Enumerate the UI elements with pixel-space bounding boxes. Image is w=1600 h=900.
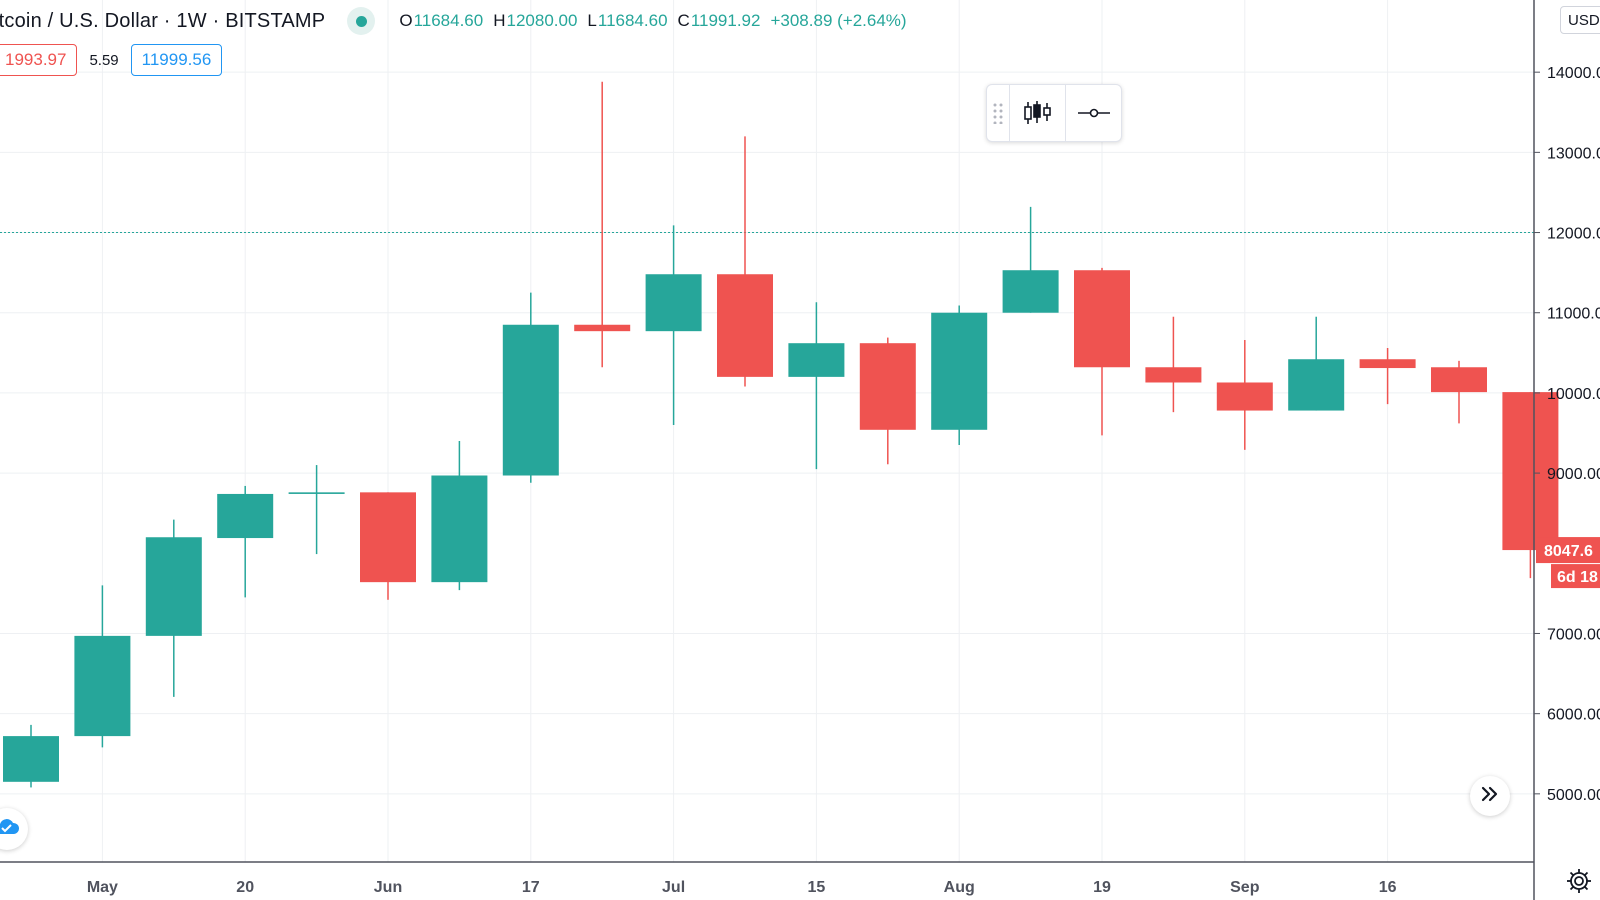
candle[interactable] bbox=[217, 485, 274, 598]
double-chevron-right-icon bbox=[1480, 785, 1500, 808]
candle[interactable] bbox=[1359, 348, 1416, 405]
candle[interactable] bbox=[360, 492, 416, 600]
symbol-title[interactable]: itcoin / U.S. Dollar · 1W · BITSTAMP bbox=[0, 9, 326, 32]
y-tick-label: 12000.0 bbox=[1547, 226, 1600, 243]
candle-body bbox=[145, 537, 202, 636]
candle-body bbox=[1359, 359, 1416, 369]
y-tick-label: 10000.0 bbox=[1547, 386, 1600, 403]
candle-body bbox=[3, 736, 59, 782]
candle[interactable] bbox=[645, 225, 702, 425]
x-tick-label: 16 bbox=[1379, 879, 1397, 896]
candlestick-style-icon[interactable] bbox=[1010, 85, 1065, 141]
drag-handle-icon[interactable] bbox=[987, 85, 1010, 141]
candle[interactable] bbox=[1288, 316, 1345, 411]
candle-body bbox=[1431, 367, 1487, 393]
candle[interactable] bbox=[1002, 206, 1059, 313]
candle[interactable] bbox=[288, 465, 345, 555]
floating-toolbar bbox=[986, 84, 1122, 142]
candle[interactable] bbox=[145, 519, 202, 697]
candle-body bbox=[288, 492, 345, 494]
last-price-marker: 8047.6 6d 18 bbox=[1536, 537, 1600, 589]
countdown-box bbox=[1551, 564, 1600, 589]
symbol-legend: itcoin / U.S. Dollar · 1W · BITSTAMP O11… bbox=[0, 6, 907, 36]
candle-body bbox=[931, 312, 988, 430]
sell-price-button[interactable]: 1993.97 bbox=[0, 44, 78, 76]
candle[interactable] bbox=[1074, 267, 1130, 436]
y-tick-label: 9000.00 bbox=[1547, 466, 1600, 483]
candle-body bbox=[74, 635, 131, 737]
candle-body bbox=[1145, 367, 1202, 383]
y-tick-label: 6000.00 bbox=[1547, 707, 1600, 724]
candle[interactable] bbox=[717, 136, 773, 387]
candle-body bbox=[1074, 270, 1130, 368]
cloud-check-icon bbox=[0, 817, 20, 842]
candle-body bbox=[1288, 359, 1345, 411]
candle-body bbox=[717, 274, 773, 377]
high-value: H12080.00 bbox=[493, 11, 578, 30]
x-tick-label: Jun bbox=[374, 879, 402, 896]
scroll-to-realtime-button[interactable] bbox=[1470, 776, 1510, 816]
candle[interactable] bbox=[859, 337, 916, 465]
buy-price-button[interactable]: 11999.56 bbox=[130, 44, 223, 76]
candle-body bbox=[645, 274, 702, 332]
countdown-label: 6d 18 bbox=[1557, 569, 1598, 586]
x-tick-label: May bbox=[87, 879, 118, 896]
y-tick-label: 11000.0 bbox=[1547, 306, 1600, 323]
last-price-box bbox=[1536, 537, 1600, 564]
candle-body bbox=[574, 324, 631, 332]
y-tick-label: 5000.00 bbox=[1547, 787, 1600, 804]
horizontal-grid bbox=[0, 71, 1534, 795]
candle[interactable] bbox=[574, 81, 631, 368]
market-status-icon[interactable] bbox=[347, 7, 376, 35]
x-tick-label: Sep bbox=[1230, 879, 1260, 896]
x-tick-label: 20 bbox=[236, 879, 254, 896]
gear-icon[interactable] bbox=[1566, 868, 1592, 894]
currency-button[interactable]: USD bbox=[1560, 6, 1600, 34]
x-tick-label: 15 bbox=[808, 879, 826, 896]
vertical-grid bbox=[101, 0, 1389, 862]
candle-body bbox=[502, 324, 559, 476]
trade-panel: 1993.97 5.59 11999.56 bbox=[0, 44, 223, 76]
line-style-icon[interactable] bbox=[1065, 85, 1121, 141]
candle-body bbox=[1502, 392, 1559, 551]
y-tick-label: 13000.0 bbox=[1547, 145, 1600, 162]
candle[interactable] bbox=[931, 305, 988, 446]
candle[interactable] bbox=[3, 724, 59, 788]
price-axis: 14000.0 13000.0 12000.0 11000.0 10000.0 9000.… bbox=[1534, 65, 1600, 804]
candle-body bbox=[1216, 382, 1273, 411]
y-tick-label: 14000.0 bbox=[1547, 65, 1600, 82]
x-tick-label: Aug bbox=[944, 879, 975, 896]
ohlc-values: O11684.60 H12080.00 L11684.60 C11991.92 … bbox=[399, 11, 906, 31]
candle-body bbox=[217, 493, 274, 539]
candle[interactable] bbox=[788, 302, 845, 470]
candle[interactable] bbox=[502, 292, 559, 483]
y-tick-label: 7000.00 bbox=[1547, 626, 1600, 643]
candle[interactable] bbox=[1431, 360, 1487, 424]
spread-value: 5.59 bbox=[89, 51, 119, 69]
candle-body bbox=[859, 343, 916, 430]
candle-body bbox=[360, 492, 416, 583]
candle[interactable] bbox=[431, 441, 488, 591]
low-value: L11684.60 bbox=[587, 11, 668, 30]
change-value: +308.89 (+2.64%) bbox=[770, 11, 907, 30]
candle[interactable] bbox=[1145, 316, 1202, 413]
candle-body bbox=[1002, 270, 1059, 313]
last-price-label: 8047.6 bbox=[1544, 543, 1593, 560]
x-tick-label: Jul bbox=[662, 879, 685, 896]
candle[interactable] bbox=[1502, 392, 1559, 579]
candle-body bbox=[788, 343, 845, 377]
candle[interactable] bbox=[1216, 339, 1273, 450]
x-tick-label: 17 bbox=[522, 879, 540, 896]
candles bbox=[3, 81, 1559, 788]
open-value: O11684.60 bbox=[399, 11, 484, 30]
x-tick-label: 19 bbox=[1093, 879, 1111, 896]
candle-body bbox=[431, 475, 488, 583]
time-axis: May 20 Jun 17 Jul 15 Aug 19 Sep 16 bbox=[87, 879, 1397, 896]
close-value: C11991.92 bbox=[677, 11, 761, 30]
candle[interactable] bbox=[74, 585, 131, 748]
